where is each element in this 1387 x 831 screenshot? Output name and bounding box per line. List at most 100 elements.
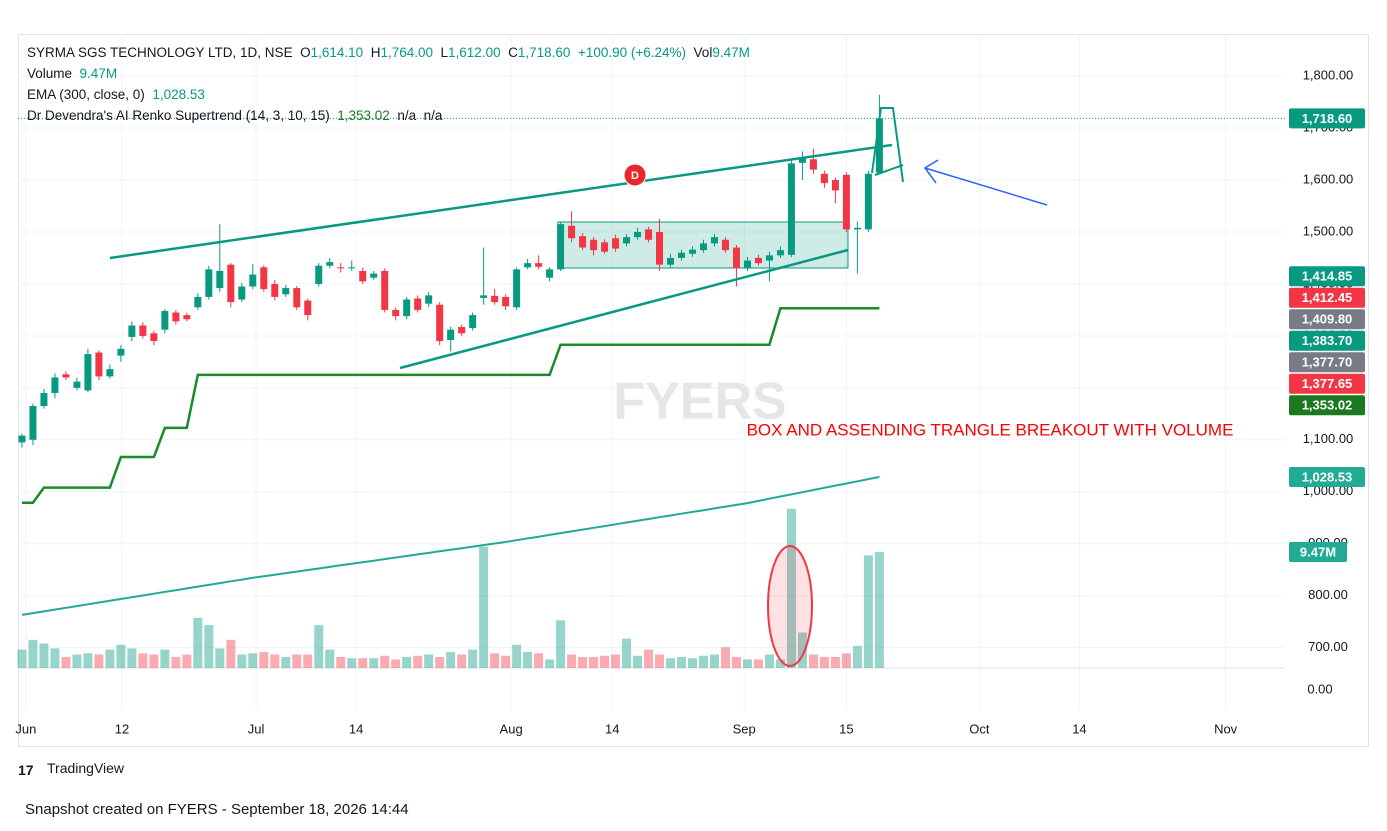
volume-bar — [94, 654, 104, 668]
candle-body — [513, 269, 521, 308]
candle-body — [282, 288, 290, 295]
indicator-value: n/a — [397, 108, 417, 123]
volume-bar — [578, 656, 588, 668]
volume-bar — [567, 654, 577, 668]
candle-body — [403, 299, 411, 317]
candle-body — [535, 263, 543, 267]
candle-body — [227, 264, 235, 303]
volume-bar — [248, 653, 258, 668]
volume-badge-label: 9.47M — [1300, 544, 1336, 559]
volume-bar — [622, 638, 632, 668]
ohlc-label: L — [440, 45, 449, 60]
price-badge — [1289, 466, 1365, 487]
candle-body — [656, 231, 664, 265]
price-badge — [1289, 108, 1365, 129]
arrow-head — [923, 159, 939, 184]
candle-body — [524, 263, 532, 268]
volume-bar — [688, 658, 698, 668]
volume-bar — [655, 654, 665, 668]
x-tick-label: 14 — [605, 721, 619, 736]
candle-body — [293, 288, 301, 308]
axes: 700.00800.00900.001,000.001,100.001,200.… — [15, 68, 1365, 736]
x-tick-label: Aug — [500, 721, 523, 736]
candle-body — [95, 352, 103, 377]
volume-bar — [61, 656, 71, 668]
candle-body — [161, 310, 169, 330]
y-tick-label: 1,800.00 — [1303, 68, 1354, 83]
volume-bar — [105, 649, 115, 668]
ohlc-label: H — [370, 45, 381, 60]
volume-bar — [380, 655, 390, 668]
price-badge — [1289, 287, 1365, 308]
candle-body — [809, 159, 817, 170]
price-badge-label: 1,718.60 — [1302, 111, 1353, 126]
ohlc-label: C — [508, 45, 518, 60]
volume-bar — [775, 659, 785, 668]
volume-bar — [270, 654, 280, 668]
candle-body — [216, 270, 224, 289]
candle-body — [864, 173, 872, 230]
volume-bar — [226, 639, 236, 668]
candle-body — [183, 315, 191, 320]
change: +100.90 (+6.24%) — [577, 45, 687, 60]
volume-bar — [17, 649, 27, 668]
candle-body — [798, 158, 806, 163]
candle-body — [194, 296, 202, 308]
volume-bar — [808, 654, 818, 668]
candle-body — [128, 325, 136, 337]
x-tick-label: 15 — [839, 721, 853, 736]
volume-bar — [193, 617, 203, 668]
candle-body — [831, 180, 839, 191]
candle-body — [238, 286, 246, 300]
volume-bar — [666, 658, 676, 668]
price-badge-label: 1,412.45 — [1302, 290, 1353, 305]
legend-row: Volume 9.47M — [27, 63, 750, 84]
ohlc-value: 1,764.00 — [380, 45, 433, 60]
volume-bar — [292, 654, 302, 668]
candle-body — [754, 257, 762, 264]
volume-bar — [215, 648, 225, 668]
volume-badge — [1289, 541, 1347, 562]
candle-body — [502, 296, 510, 307]
price-badge — [1289, 309, 1365, 330]
legend: SYRMA SGS TECHNOLOGY LTD, 1D, NSE O1,614… — [27, 42, 750, 126]
volume-bar — [171, 656, 181, 668]
volume-bar — [402, 656, 412, 668]
candle-body — [469, 315, 477, 329]
candle-body — [875, 118, 883, 173]
candle-body — [645, 229, 653, 240]
arrow — [924, 167, 1048, 206]
volume-bar — [698, 655, 708, 668]
candle-body — [765, 255, 773, 261]
ema-line — [21, 475, 880, 616]
volume-bar — [424, 654, 434, 668]
volume-bar — [325, 649, 335, 668]
volume-bar — [138, 653, 148, 668]
volume-bar — [369, 658, 379, 668]
chart-frame — [18, 34, 1369, 747]
volume-bar — [127, 648, 137, 668]
volume-bar — [556, 620, 566, 668]
volume-bar — [841, 653, 851, 668]
volume-bar — [204, 625, 214, 668]
price-badge — [1289, 395, 1365, 416]
y-tick-label: 700.00 — [1308, 639, 1348, 654]
candle-body — [326, 262, 334, 266]
ohlc-value: 1,612.00 — [448, 45, 501, 60]
candle-body — [699, 243, 707, 251]
volume-bar — [709, 654, 719, 668]
candle-body — [249, 274, 257, 287]
candle-body — [381, 270, 389, 310]
y-tick-label: 1,100.00 — [1303, 431, 1354, 446]
breakout-sketch — [871, 107, 904, 183]
volume-bar — [314, 625, 324, 668]
volume-bar — [501, 655, 511, 668]
volume-bar — [753, 659, 763, 668]
candle-body — [667, 257, 675, 265]
candle-body — [348, 267, 356, 269]
candle-body — [414, 298, 422, 310]
volume-bar — [259, 652, 269, 668]
symbol: SYRMA SGS TECHNOLOGY LTD, 1D, NSE — [27, 45, 293, 60]
volume-bar — [457, 654, 467, 668]
